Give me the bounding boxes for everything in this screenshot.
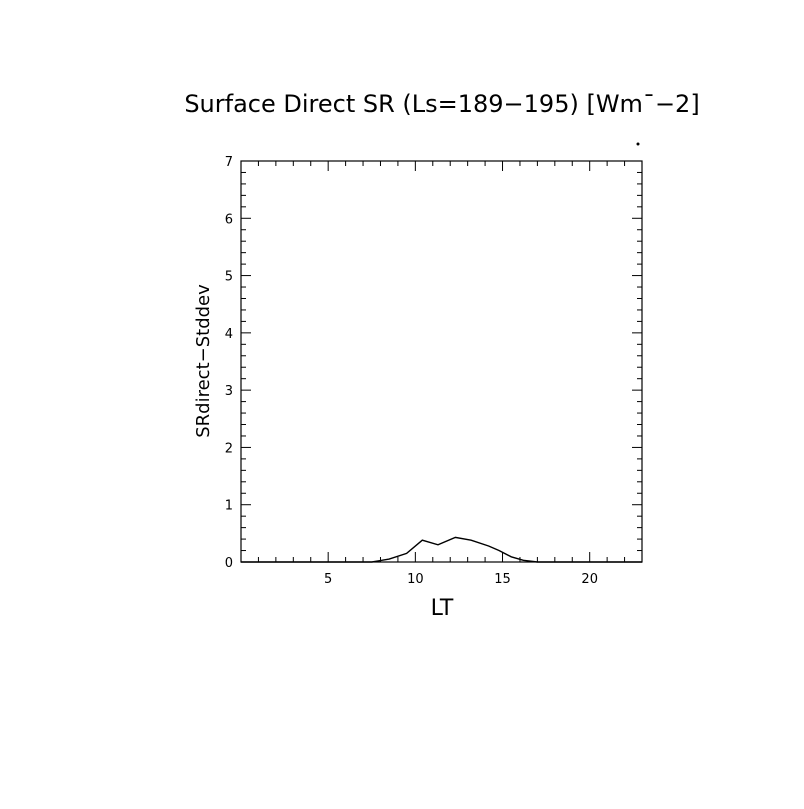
y-tick-label: 1 (225, 499, 233, 514)
tick-labels-layer: 5 10 15 20 0 1 2 3 4 5 6 7 (225, 155, 598, 587)
y-tick-label: 7 (225, 155, 233, 170)
plot-frame (240, 160, 643, 563)
x-tick-label: 5 (324, 572, 332, 587)
y-tick-label: 5 (225, 270, 233, 285)
y-tick-label: 2 (225, 441, 233, 456)
x-axis-label: LT (431, 596, 454, 621)
y-tick-label: 0 (225, 556, 233, 571)
y-tick-label: 6 (225, 212, 233, 227)
corner-dot-mark (636, 142, 640, 146)
y-tick-label: 3 (225, 384, 233, 399)
ticks-layer (240, 160, 643, 563)
y-tick-label: 4 (225, 327, 233, 342)
x-tick-label: 15 (494, 572, 511, 587)
series-line (241, 536, 642, 563)
y-axis-label: SRdirect−Stddev (193, 284, 214, 438)
x-tick-label: 10 (407, 572, 424, 587)
chart-title: Surface Direct SR (Ls=189−195) [Wm¯−2] (184, 90, 699, 118)
series-layer (241, 536, 642, 563)
x-tick-label: 20 (581, 572, 598, 587)
